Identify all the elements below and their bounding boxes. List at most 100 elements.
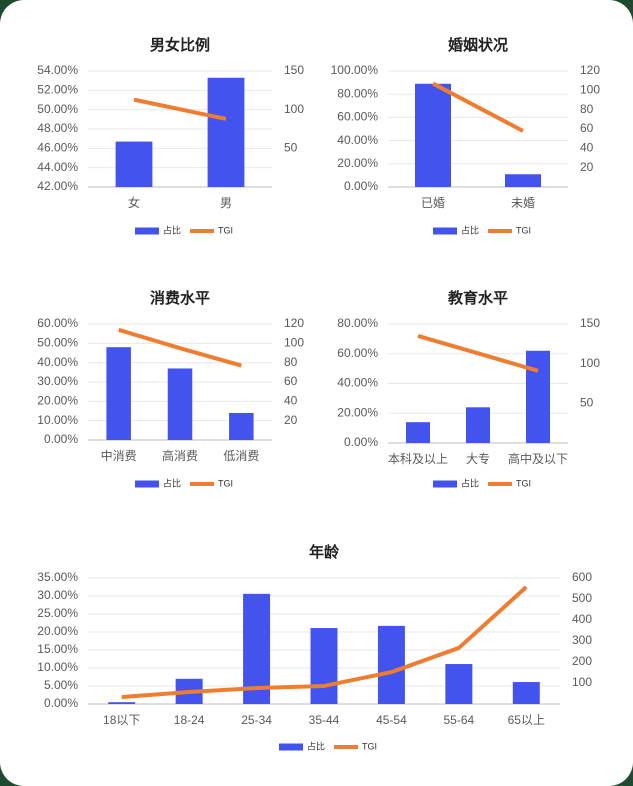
legend-label: 占比 [461, 477, 479, 488]
bar [526, 350, 550, 443]
chart-title: 教育水平 [447, 289, 508, 307]
bar [310, 628, 338, 704]
bar [415, 83, 451, 187]
y-tick-label: 0.00% [44, 696, 78, 710]
y2-tick-label: 200 [572, 654, 592, 668]
y-tick-label: 100.00% [331, 63, 379, 77]
bar [229, 412, 254, 440]
bar [207, 77, 245, 187]
x-tick-label: 25-34 [241, 713, 272, 727]
x-tick-label: 65以上 [508, 713, 545, 727]
y2-tick-label: 50 [580, 396, 594, 410]
y-tick-label: 0.00% [44, 432, 78, 446]
legend-swatch [135, 480, 159, 488]
bar [243, 593, 271, 704]
legend-label: 占比 [163, 224, 181, 235]
y2-tick-label: 100 [580, 356, 600, 370]
legend-swatch [190, 482, 214, 486]
y-tick-label: 30.00% [37, 588, 78, 602]
legend-label: TGI [218, 225, 233, 235]
legend-swatch [488, 229, 512, 233]
legend-swatch [279, 743, 303, 751]
y2-tick-label: 50 [284, 141, 298, 155]
y-tick-label: 20.00% [37, 394, 78, 408]
x-tick-label: 低消费 [223, 449, 259, 463]
y-tick-label: 0.00% [344, 435, 378, 449]
x-tick-label: 35-44 [309, 713, 340, 727]
bar [377, 625, 405, 704]
y2-tick-label: 80 [284, 355, 298, 369]
y-tick-label: 10.00% [37, 660, 78, 674]
y-tick-label: 20.00% [37, 624, 78, 638]
chart-title: 消费水平 [150, 289, 210, 307]
y-tick-label: 25.00% [37, 606, 78, 620]
y2-tick-label: 100 [284, 102, 304, 116]
bar [445, 664, 473, 704]
y-tick-label: 80.00% [337, 316, 378, 330]
legend-label: TGI [516, 225, 531, 235]
y2-tick-label: 500 [572, 591, 592, 605]
bar [505, 174, 541, 187]
legend-label: TGI [362, 741, 377, 751]
y2-tick-label: 20 [284, 413, 298, 427]
y2-tick-label: 100 [284, 336, 304, 350]
legend-label: TGI [516, 478, 531, 488]
legend-swatch [334, 745, 358, 749]
chart-title: 年龄 [309, 543, 340, 561]
y-tick-label: 40.00% [37, 355, 78, 369]
y-tick-label: 54.00% [37, 63, 78, 77]
bar [406, 422, 430, 443]
legend-swatch [433, 227, 457, 235]
y2-tick-label: 120 [284, 316, 304, 330]
y2-tick-label: 80 [580, 102, 594, 116]
x-tick-label: 大专 [466, 451, 490, 466]
y2-tick-label: 600 [572, 570, 592, 584]
y-tick-label: 40.00% [337, 133, 378, 147]
x-tick-label: 女 [128, 195, 140, 210]
legend-swatch [488, 482, 512, 486]
y2-tick-label: 60 [580, 121, 594, 135]
tgi-line [118, 327, 242, 368]
legend-label: TGI [218, 478, 233, 488]
legend-label: 占比 [163, 477, 181, 488]
tgi-line [432, 81, 524, 133]
legend-swatch [135, 227, 159, 235]
y-tick-label: 46.00% [37, 141, 78, 155]
bar [106, 347, 131, 440]
x-tick-label: 男 [220, 196, 232, 210]
chart-title: 男女比例 [150, 36, 210, 54]
y-tick-label: 40.00% [337, 376, 378, 390]
x-tick-label: 高中及以下 [508, 451, 568, 466]
x-tick-label: 已婚 [421, 196, 445, 210]
y2-tick-label: 40 [284, 394, 298, 408]
y-tick-label: 60.00% [337, 346, 378, 360]
bar [466, 407, 490, 443]
y-tick-label: 52.00% [37, 83, 78, 97]
legend-swatch [190, 229, 214, 233]
bar [167, 368, 193, 440]
tgi-line [417, 333, 539, 373]
y2-tick-label: 100 [580, 83, 600, 97]
x-tick-label: 本科及以上 [388, 452, 448, 466]
bar [108, 702, 136, 704]
y2-tick-label: 20 [580, 160, 594, 174]
y-tick-label: 20.00% [337, 156, 378, 170]
y2-tick-label: 400 [572, 612, 592, 626]
y2-tick-label: 120 [580, 63, 600, 77]
y-tick-label: 0.00% [344, 179, 378, 193]
y-tick-label: 44.00% [37, 160, 78, 174]
y-tick-label: 5.00% [44, 678, 78, 692]
x-tick-label: 未婚 [511, 196, 535, 210]
y-tick-label: 35.00% [37, 570, 78, 584]
y-tick-label: 20.00% [337, 405, 378, 419]
y-tick-label: 50.00% [37, 336, 78, 350]
y-tick-label: 15.00% [37, 642, 78, 656]
legend-swatch [433, 480, 457, 488]
y2-tick-label: 150 [284, 63, 304, 77]
x-tick-label: 45-54 [376, 713, 407, 727]
y-tick-label: 10.00% [37, 413, 78, 427]
y2-tick-label: 40 [580, 141, 594, 155]
y-tick-label: 60.00% [337, 110, 378, 124]
y-tick-label: 80.00% [337, 86, 378, 100]
